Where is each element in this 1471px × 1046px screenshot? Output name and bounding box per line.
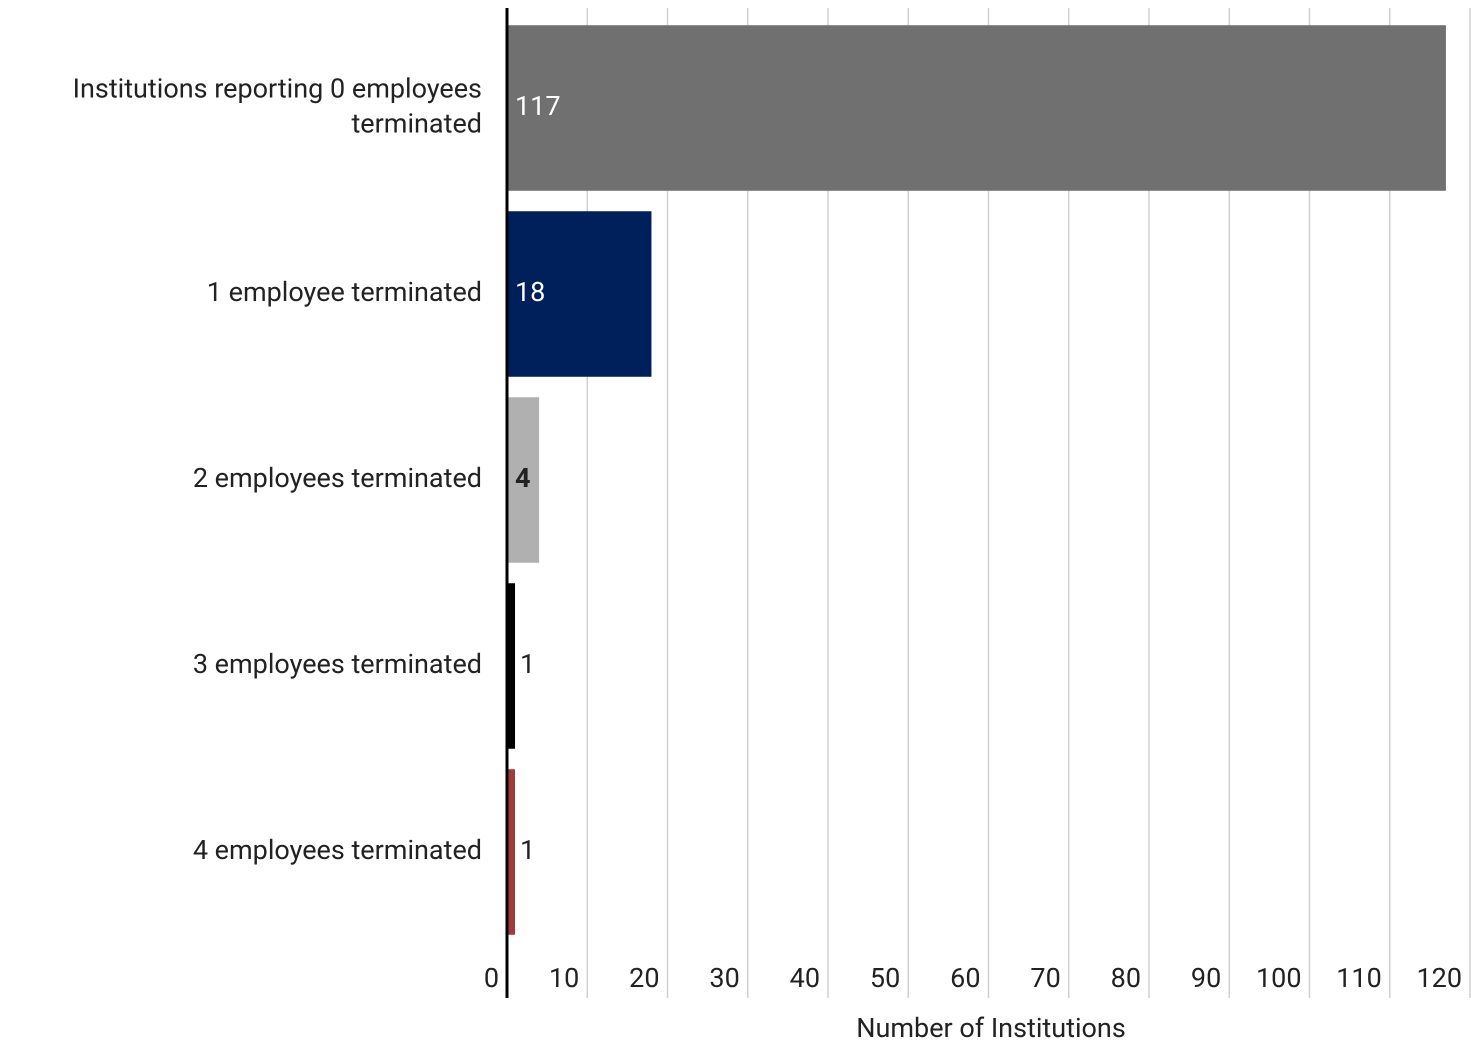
bar <box>507 397 540 563</box>
x-tick-label: 20 <box>629 962 659 994</box>
y-tick-label: 2 employees terminated <box>193 462 482 494</box>
y-tick-label: 4 employees terminated <box>193 834 482 866</box>
x-tick-label: 60 <box>950 962 980 994</box>
x-tick-label: 30 <box>709 962 739 994</box>
x-tick-label: 50 <box>870 962 900 994</box>
x-tick-label: 70 <box>1030 962 1060 994</box>
bar <box>507 583 516 749</box>
value-label: 4 <box>515 462 531 494</box>
value-label: 1 <box>520 834 535 866</box>
x-tick-label: 110 <box>1336 962 1382 994</box>
bar <box>507 25 1446 191</box>
value-label: 18 <box>515 276 545 308</box>
bar <box>507 769 516 935</box>
x-tick-label: 90 <box>1191 962 1221 994</box>
y-tick-label: Institutions reporting 0 employees termin… <box>73 73 482 140</box>
x-tick-label: 100 <box>1256 962 1302 994</box>
x-tick-label: 120 <box>1416 962 1462 994</box>
x-tick-label: 10 <box>549 962 579 994</box>
x-tick-label: 80 <box>1111 962 1141 994</box>
x-axis-title: Number of Institutions <box>856 1012 1126 1044</box>
value-label: 1 <box>520 648 535 680</box>
x-tick-label: 40 <box>790 962 820 994</box>
y-tick-label: 3 employees terminated <box>193 648 482 680</box>
x-tick-label: 0 <box>484 962 499 994</box>
y-tick-label: 1 employee terminated <box>207 276 482 308</box>
bar <box>507 211 652 377</box>
value-label: 117 <box>515 90 561 122</box>
